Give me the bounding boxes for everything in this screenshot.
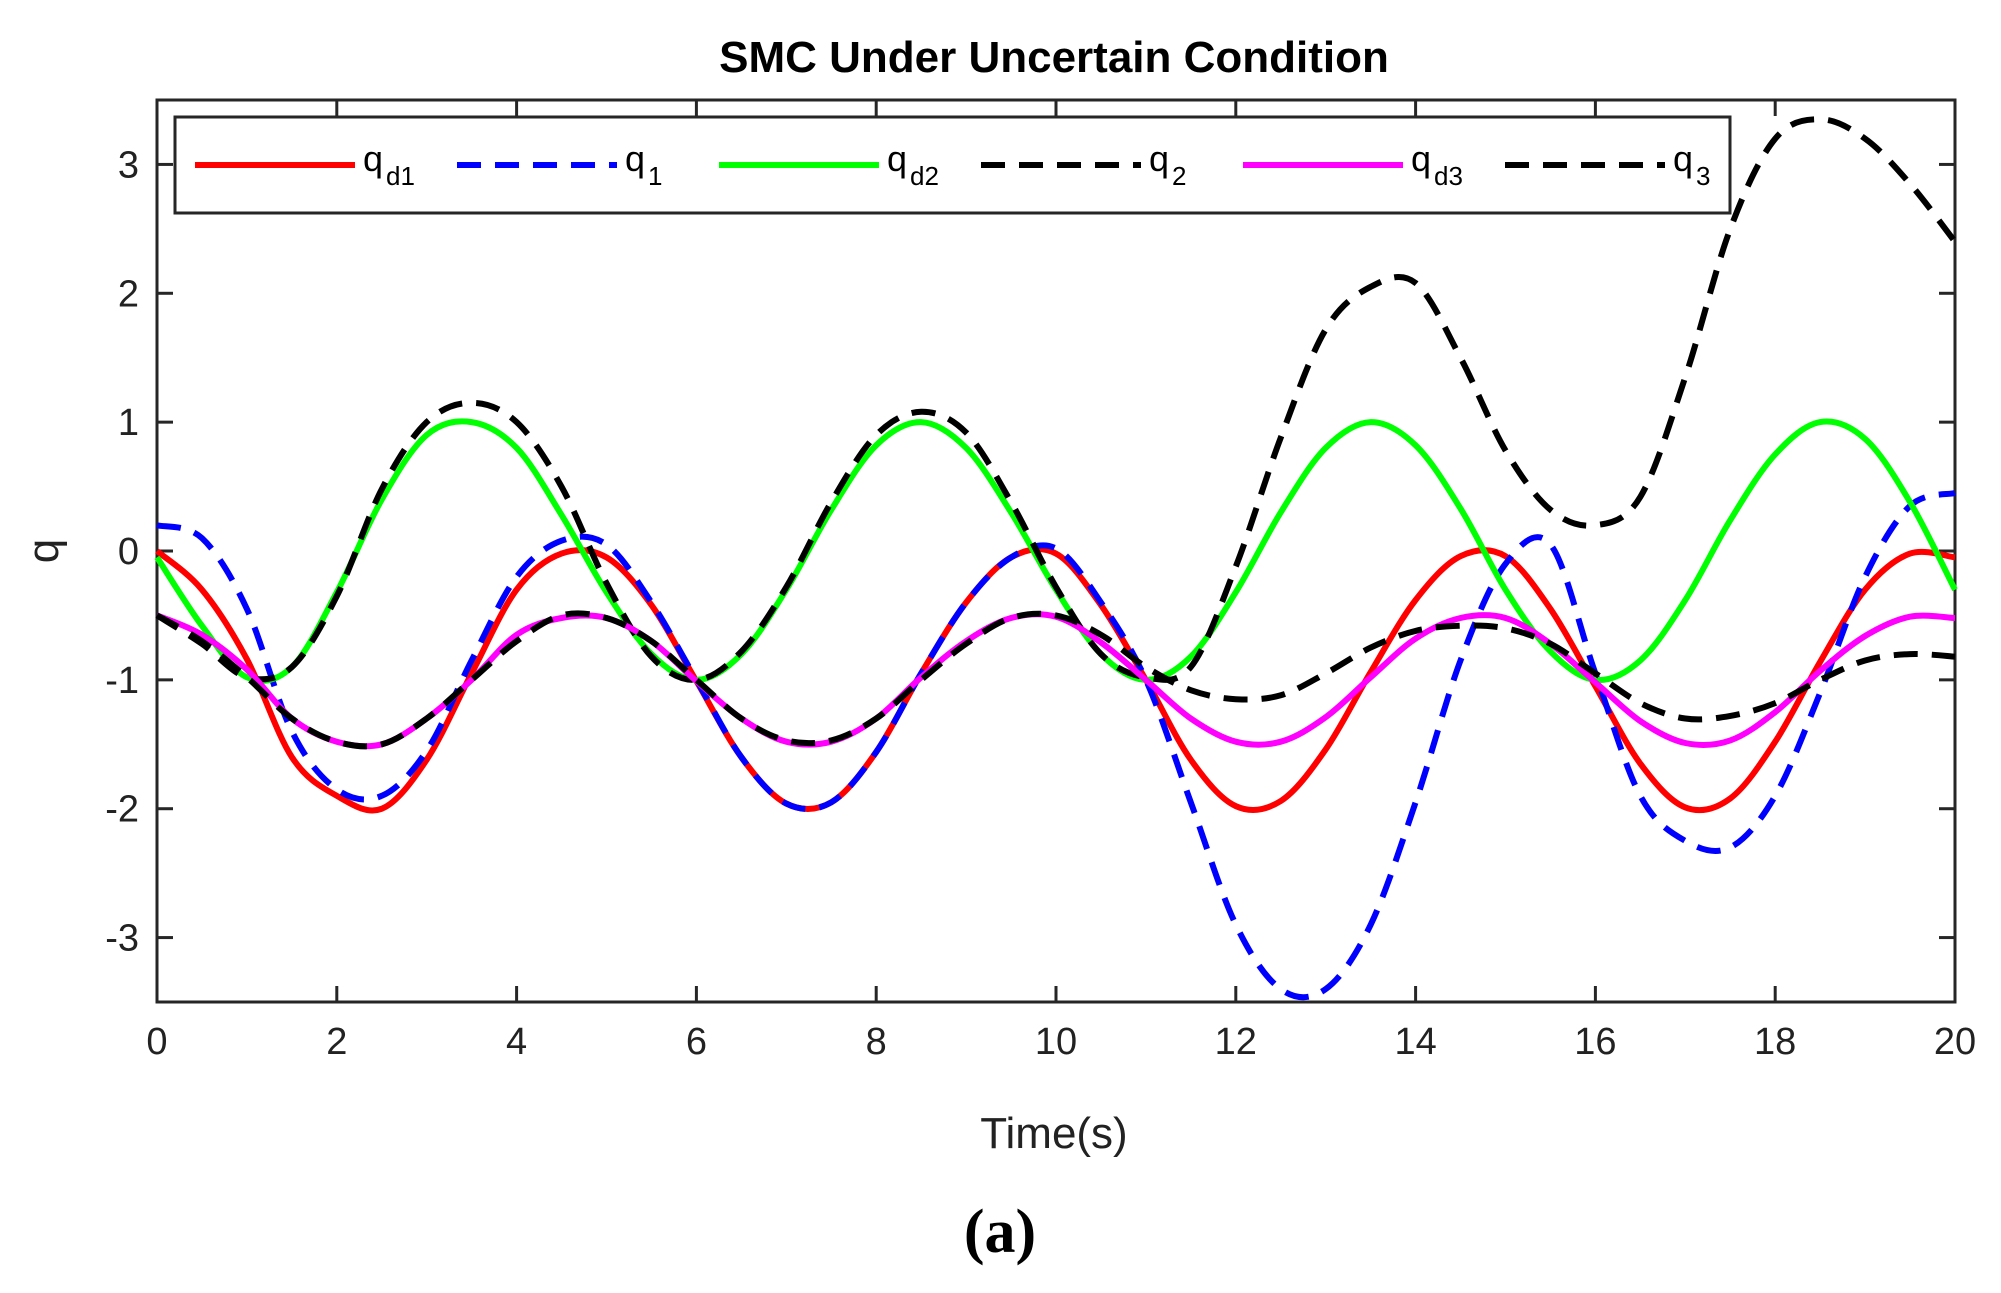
x-tick-label: 4 bbox=[506, 1021, 527, 1063]
legend-label-subscript: 3 bbox=[1696, 161, 1710, 191]
y-axis-label: q bbox=[19, 539, 68, 563]
legend-label-base: q bbox=[887, 138, 907, 179]
legend-label-subscript: d2 bbox=[910, 161, 939, 191]
series-line-q_1 bbox=[156, 490, 1956, 1001]
legend-label-base: q bbox=[1149, 138, 1169, 179]
y-tick-label: -2 bbox=[105, 789, 139, 831]
legend-label-q_d3: q d3 bbox=[1411, 138, 1463, 191]
legend-label-subscript: 2 bbox=[1172, 161, 1186, 191]
x-axis: 0 2 4 6 8 10 12 14 16 18 20 bbox=[146, 100, 1976, 1063]
legend-label-q_d1: q d1 bbox=[363, 138, 415, 191]
series-layer bbox=[154, 116, 1958, 1001]
y-tick-label: -3 bbox=[105, 918, 139, 960]
y-tick-label: -1 bbox=[105, 660, 139, 702]
y-tick-label: 2 bbox=[118, 273, 139, 315]
y-tick-label: 3 bbox=[118, 144, 139, 186]
y-axis: 3 2 1 0 -1 -2 -3 bbox=[105, 144, 1955, 960]
series-line-q_d1 bbox=[155, 546, 1956, 814]
legend-label-subscript: d1 bbox=[386, 161, 415, 191]
y-tick-label: 1 bbox=[118, 402, 139, 444]
legend: q d1 q 1 q d2 q 2 q d3 q 3 bbox=[173, 115, 1732, 215]
x-axis-label: Time(s) bbox=[980, 1109, 1127, 1158]
y-tick-label: 0 bbox=[118, 531, 139, 573]
legend-box bbox=[173, 115, 1732, 215]
x-tick-label: 8 bbox=[866, 1021, 887, 1063]
x-tick-label: 2 bbox=[326, 1021, 347, 1063]
x-tick-label: 20 bbox=[1934, 1021, 1976, 1063]
legend-label-base: q bbox=[1411, 138, 1431, 179]
x-tick-label: 16 bbox=[1574, 1021, 1616, 1063]
x-tick-label: 6 bbox=[686, 1021, 707, 1063]
x-tick-label: 18 bbox=[1754, 1021, 1796, 1063]
x-tick-label: 10 bbox=[1035, 1021, 1077, 1063]
figure-caption: (a) bbox=[964, 1198, 1036, 1266]
chart-title: SMC Under Uncertain Condition bbox=[719, 33, 1389, 82]
legend-label-base: q bbox=[625, 138, 645, 179]
legend-label-q_d2: q d2 bbox=[887, 138, 939, 191]
x-tick-label: 14 bbox=[1394, 1021, 1436, 1063]
x-tick-label: 12 bbox=[1215, 1021, 1257, 1063]
legend-label-base: q bbox=[363, 138, 383, 179]
legend-label-base: q bbox=[1673, 138, 1693, 179]
legend-label-subscript: 1 bbox=[648, 161, 662, 191]
series-line-q_3 bbox=[155, 610, 1956, 750]
x-tick-label: 0 bbox=[146, 1021, 167, 1063]
legend-label-subscript: d3 bbox=[1434, 161, 1463, 191]
